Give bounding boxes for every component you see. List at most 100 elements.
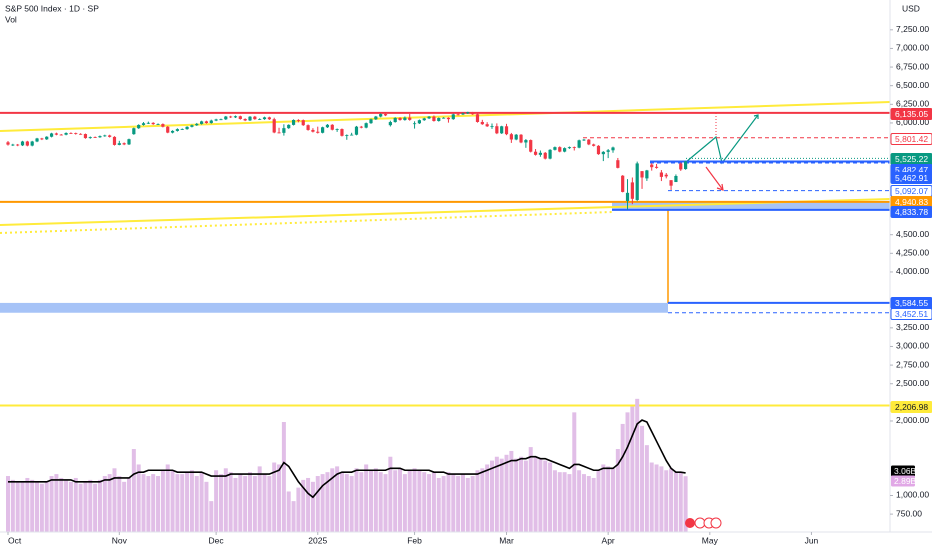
trend-line xyxy=(0,198,891,226)
volume-bar xyxy=(160,470,165,532)
volume-bar xyxy=(339,472,344,532)
volume-bar xyxy=(35,481,40,532)
candle-body xyxy=(122,143,126,145)
candle-body xyxy=(388,122,392,126)
volume-bar xyxy=(596,470,601,532)
y-tick-label: 3,250.00 xyxy=(896,322,929,332)
x-tick-label: Oct xyxy=(8,535,22,545)
volume-bar xyxy=(446,472,451,532)
candle-body xyxy=(248,116,252,121)
candle-body xyxy=(611,147,615,151)
candle-body xyxy=(59,134,63,136)
volume-bar xyxy=(15,481,20,532)
price-label-box xyxy=(890,133,932,145)
candle-body xyxy=(69,133,73,134)
volume-bar xyxy=(228,472,233,532)
volume-bar xyxy=(581,474,586,532)
candle-body xyxy=(277,132,281,134)
volume-bar xyxy=(59,477,64,532)
volume-bar xyxy=(165,464,170,532)
volume-bar xyxy=(310,481,315,532)
candle-body xyxy=(674,175,678,183)
volume-bar xyxy=(257,466,262,532)
candle-body xyxy=(684,161,688,170)
volume-bar xyxy=(615,449,620,532)
candle-body xyxy=(35,138,39,142)
candle-body xyxy=(195,123,199,126)
volume-bar xyxy=(354,468,359,532)
volume-bar xyxy=(548,462,553,532)
candle-body xyxy=(504,126,509,135)
volume-bar xyxy=(156,476,161,532)
volume-bar xyxy=(185,472,190,532)
candle-body xyxy=(563,148,567,152)
candle-body xyxy=(533,151,538,155)
candle-body xyxy=(350,134,354,136)
y-tick-label: 6,500.00 xyxy=(896,80,929,90)
volume-bar xyxy=(683,476,688,532)
candle-body xyxy=(548,149,552,159)
x-tick-label: Apr xyxy=(602,535,615,545)
y-tick-label: 7,250.00 xyxy=(896,24,929,34)
candle-body xyxy=(233,116,238,118)
volume-bar xyxy=(296,487,301,532)
volume-bar xyxy=(325,472,330,532)
x-tick-label: Jun xyxy=(805,535,819,545)
zone xyxy=(612,201,890,210)
volume-bar xyxy=(30,479,35,532)
volume-bar xyxy=(277,464,282,532)
candle-body xyxy=(54,133,58,135)
volume-bar xyxy=(97,479,102,532)
volume-bar xyxy=(620,423,625,532)
candle-body xyxy=(175,129,179,131)
volume-bar xyxy=(214,470,219,532)
candle-body xyxy=(49,133,54,137)
volume-bar xyxy=(417,470,422,532)
volume-bar xyxy=(39,483,44,532)
candle-body xyxy=(383,114,388,116)
candle-body xyxy=(340,129,344,136)
volume-bar xyxy=(528,447,533,532)
candle-body xyxy=(369,119,373,124)
candle-body xyxy=(79,133,83,135)
candle-body xyxy=(659,172,663,177)
volume-bar xyxy=(204,481,209,532)
volume-bar xyxy=(170,470,175,532)
candle-body xyxy=(480,121,484,125)
candle-body xyxy=(422,118,426,121)
candle-body xyxy=(272,119,276,133)
volume-bar xyxy=(402,474,407,532)
price-axis: 7,250.00 7,000.00 6,750.00 6,500.00 6,250.00… xyxy=(7,24,929,545)
candle-body xyxy=(446,117,451,120)
candle-body xyxy=(321,127,325,133)
x-tick-label: May xyxy=(702,535,719,545)
volume-bar xyxy=(659,466,664,532)
volume-bar xyxy=(460,474,465,532)
volume-bar xyxy=(519,456,524,532)
candle-body xyxy=(543,152,547,159)
y-tick-label: 2,000.00 xyxy=(896,415,929,425)
volume-bar xyxy=(378,472,383,532)
candle-body xyxy=(311,129,315,132)
volume-bar xyxy=(102,476,107,532)
candle-body xyxy=(74,133,78,134)
candle-body xyxy=(30,141,34,146)
trend-line-dotted xyxy=(0,211,613,234)
volume-bar xyxy=(412,468,417,532)
volume-bar xyxy=(248,472,252,532)
arrow-head xyxy=(716,183,724,191)
candle-body xyxy=(630,182,634,199)
volume-bar xyxy=(470,476,475,532)
candle-body xyxy=(117,143,121,145)
volume-bar xyxy=(122,481,127,532)
candle-body xyxy=(166,126,170,133)
candle-body xyxy=(108,135,112,137)
candle-body xyxy=(316,131,320,133)
candle-body xyxy=(330,124,334,130)
volume-bar xyxy=(567,474,572,532)
volume-bar xyxy=(306,477,311,532)
candle-body xyxy=(577,140,581,148)
candle-body xyxy=(669,180,673,186)
volume-bar xyxy=(591,477,596,532)
